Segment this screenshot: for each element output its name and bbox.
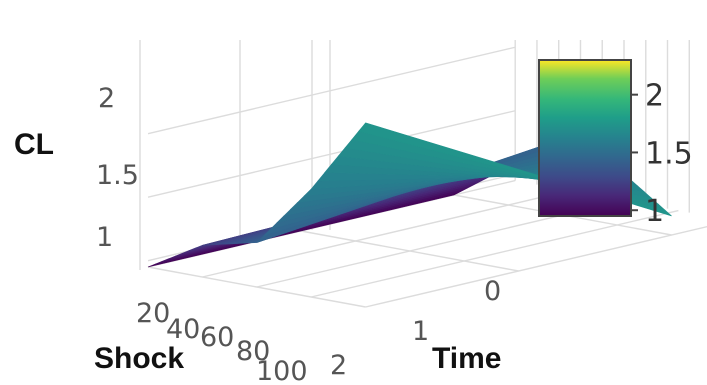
- colorbar-tick-label: 1: [645, 194, 664, 229]
- y-tick-label: 2: [330, 350, 347, 381]
- y-axis-title: Time: [432, 342, 501, 375]
- y-tick-label: 1: [412, 316, 429, 347]
- x-axis-title: Shock: [94, 342, 184, 375]
- x-tick-label: 40: [166, 314, 200, 345]
- z-tick-label: 1: [96, 222, 113, 253]
- grid-line: [147, 46, 516, 135]
- surface: [147, 122, 672, 268]
- grid-line: [365, 225, 707, 308]
- colorbar-tick-label: 2: [645, 79, 664, 114]
- x-tick-label: 80: [236, 336, 270, 367]
- x-tick-label: 20: [136, 298, 170, 329]
- grid-line: [147, 110, 516, 198]
- colorbar-gradient: [538, 59, 632, 217]
- colorbar: 11.52: [538, 59, 693, 229]
- z-axis-title: CL: [14, 128, 54, 161]
- z-tick-label: 2: [98, 83, 115, 114]
- colorbar-tick-label: 1.5: [645, 136, 693, 171]
- z-tick-label: 1.5: [96, 160, 139, 191]
- grid-line: [311, 209, 679, 298]
- grid-line: [202, 189, 570, 278]
- y-tick-label: 0: [484, 276, 501, 307]
- x-tick-label: 60: [200, 322, 234, 353]
- x-tick-label: 100: [256, 356, 308, 385]
